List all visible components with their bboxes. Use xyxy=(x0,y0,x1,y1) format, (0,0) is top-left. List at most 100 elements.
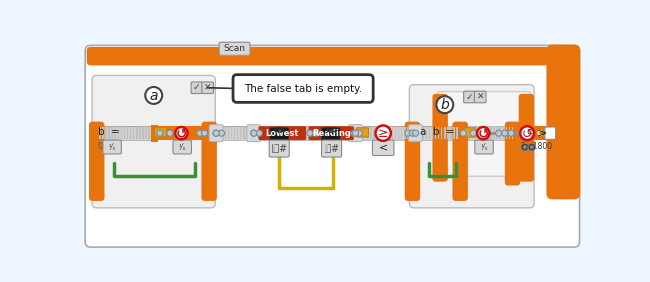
FancyBboxPatch shape xyxy=(173,140,192,154)
Text: 2   1800: 2 1800 xyxy=(521,142,552,151)
Bar xyxy=(382,127,384,139)
Bar xyxy=(414,125,422,142)
Text: b  =: b = xyxy=(98,127,120,137)
Text: a: a xyxy=(150,89,158,103)
FancyBboxPatch shape xyxy=(209,125,223,142)
Text: Scan: Scan xyxy=(224,44,246,53)
Bar xyxy=(249,127,251,139)
Bar xyxy=(484,127,486,139)
Bar xyxy=(370,127,372,139)
Bar xyxy=(478,127,480,139)
Circle shape xyxy=(520,126,534,140)
Bar xyxy=(326,144,328,152)
Text: ↺: ↺ xyxy=(478,127,489,141)
Bar xyxy=(432,127,433,139)
Text: >: > xyxy=(536,127,547,140)
FancyBboxPatch shape xyxy=(270,128,289,140)
FancyBboxPatch shape xyxy=(89,122,105,201)
Bar xyxy=(512,127,514,139)
Circle shape xyxy=(502,130,508,136)
Circle shape xyxy=(352,130,359,136)
Bar xyxy=(322,127,324,139)
FancyBboxPatch shape xyxy=(452,122,468,201)
Text: ✕: ✕ xyxy=(476,92,484,102)
FancyBboxPatch shape xyxy=(474,140,493,154)
Circle shape xyxy=(523,145,526,149)
Bar xyxy=(444,127,445,139)
Bar xyxy=(344,127,345,139)
Bar xyxy=(350,127,352,139)
Text: Reading: Reading xyxy=(312,129,350,138)
Bar xyxy=(453,127,455,139)
Bar xyxy=(260,126,352,140)
FancyBboxPatch shape xyxy=(437,92,531,176)
Bar xyxy=(124,127,125,139)
FancyBboxPatch shape xyxy=(92,75,215,208)
Bar xyxy=(426,127,427,139)
Bar xyxy=(307,127,309,139)
Text: ¹⁄ₓ: ¹⁄ₓ xyxy=(178,142,186,151)
Bar xyxy=(401,127,402,139)
FancyBboxPatch shape xyxy=(463,91,475,103)
Bar xyxy=(136,127,138,139)
Circle shape xyxy=(528,143,536,151)
Circle shape xyxy=(405,130,411,136)
FancyBboxPatch shape xyxy=(247,125,261,142)
Bar xyxy=(90,51,574,58)
Bar xyxy=(490,127,492,139)
Text: b: b xyxy=(441,98,449,112)
FancyBboxPatch shape xyxy=(519,94,534,182)
FancyBboxPatch shape xyxy=(202,122,217,201)
Bar xyxy=(360,126,414,140)
Bar xyxy=(270,127,272,139)
Bar xyxy=(328,127,330,139)
Bar xyxy=(224,127,226,139)
Bar xyxy=(218,127,220,139)
Bar xyxy=(218,126,252,140)
FancyBboxPatch shape xyxy=(191,82,203,94)
FancyBboxPatch shape xyxy=(85,45,580,247)
FancyBboxPatch shape xyxy=(269,140,289,157)
Bar xyxy=(261,127,263,139)
Bar xyxy=(380,127,381,139)
Bar xyxy=(330,129,332,132)
Circle shape xyxy=(213,130,219,136)
Circle shape xyxy=(413,130,419,136)
Text: ✕: ✕ xyxy=(204,83,211,92)
Circle shape xyxy=(256,130,263,136)
Bar xyxy=(481,127,482,139)
Circle shape xyxy=(460,130,466,136)
Bar xyxy=(497,127,498,139)
Bar xyxy=(118,127,119,139)
Bar xyxy=(341,127,343,139)
FancyBboxPatch shape xyxy=(259,126,306,140)
Text: +: + xyxy=(526,129,534,139)
Bar xyxy=(273,144,276,152)
Text: ↺: ↺ xyxy=(522,127,532,140)
Text: ✓: ✓ xyxy=(465,92,473,102)
Bar xyxy=(127,127,128,139)
Bar xyxy=(133,127,135,139)
Bar xyxy=(285,127,287,139)
Bar xyxy=(310,127,311,139)
Bar xyxy=(450,127,452,139)
Bar xyxy=(556,126,562,180)
Bar xyxy=(558,51,573,190)
Bar xyxy=(332,127,333,139)
Bar xyxy=(410,127,411,139)
Bar xyxy=(316,127,318,139)
Text: #: # xyxy=(278,144,287,154)
Bar xyxy=(347,127,348,139)
Circle shape xyxy=(376,125,391,141)
Bar xyxy=(398,127,399,139)
Bar xyxy=(114,127,116,139)
Bar xyxy=(145,127,147,139)
FancyBboxPatch shape xyxy=(77,28,589,256)
Circle shape xyxy=(477,127,489,139)
FancyBboxPatch shape xyxy=(551,122,566,186)
Bar xyxy=(304,127,306,139)
Bar xyxy=(324,144,330,152)
Bar xyxy=(98,126,151,140)
Circle shape xyxy=(495,130,502,136)
Circle shape xyxy=(351,130,357,136)
